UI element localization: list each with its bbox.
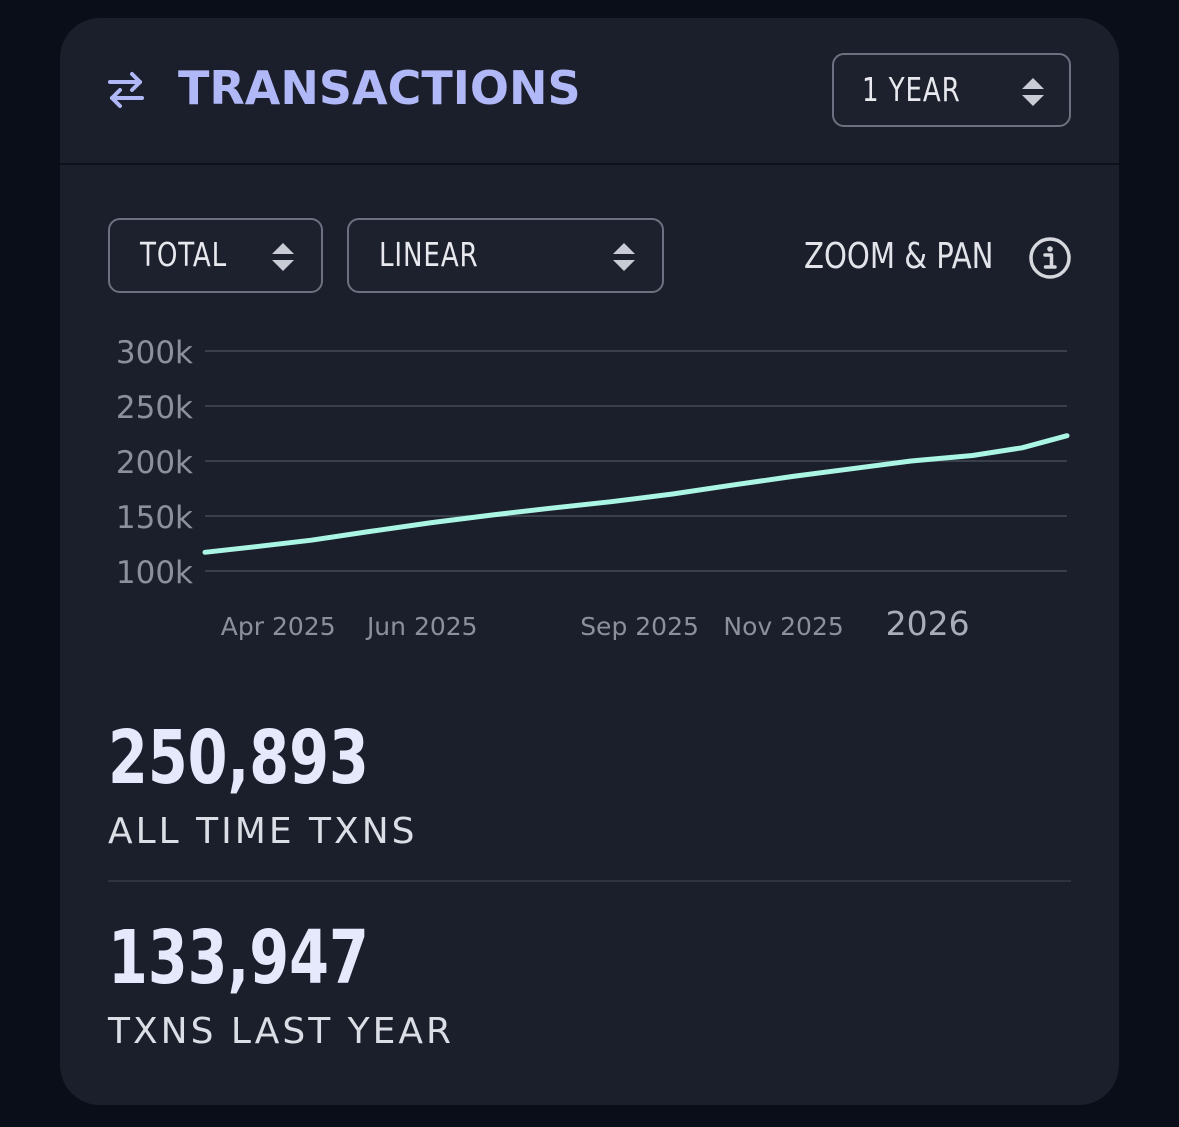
range-select-value: 1 YEAR xyxy=(862,70,961,109)
x-tick-label: Jun 2025 xyxy=(365,612,478,641)
sort-updown-icon xyxy=(1022,78,1044,106)
y-tick-label: 300k xyxy=(116,335,193,371)
y-tick-label: 250k xyxy=(116,390,193,426)
sort-updown-icon xyxy=(272,243,294,271)
y-tick-label: 100k xyxy=(116,555,193,591)
last-year-txns-label: TXNS LAST YEAR xyxy=(108,1011,455,1052)
swap-arrows-icon xyxy=(108,72,144,108)
x-tick-label: Apr 2025 xyxy=(221,612,336,641)
last-year-txns-value: 133,947 xyxy=(108,915,369,1001)
scale-select-value: LINEAR xyxy=(379,235,479,274)
range-select[interactable]: 1 YEAR xyxy=(832,53,1071,127)
x-tick-label: 2026 xyxy=(886,604,970,643)
sort-updown-icon xyxy=(613,243,635,271)
scale-select[interactable]: LINEAR xyxy=(347,218,664,293)
info-icon[interactable] xyxy=(1028,236,1072,280)
stats-divider xyxy=(108,880,1071,882)
x-tick-label: Nov 2025 xyxy=(723,612,843,641)
x-tick-label: Sep 2025 xyxy=(580,612,699,641)
y-tick-label: 200k xyxy=(116,445,193,481)
card-header: TRANSACTIONS 1 YEAR xyxy=(60,18,1119,165)
mode-select-value: TOTAL xyxy=(140,235,228,274)
transactions-card: TRANSACTIONS 1 YEAR TOTAL LINEAR ZOOM & … xyxy=(60,18,1119,1105)
transactions-line-chart[interactable]: 300k 250k 200k 150k 100k Apr 2025 Jun 2025 Sep … xyxy=(60,328,1119,668)
series-line xyxy=(202,433,1070,555)
y-tick-label: 150k xyxy=(116,500,193,536)
zoom-pan-label: ZOOM & PAN xyxy=(804,236,994,277)
all-time-txns-value: 250,893 xyxy=(108,715,369,801)
all-time-txns-label: ALL TIME TXNS xyxy=(108,811,418,852)
mode-select[interactable]: TOTAL xyxy=(108,218,323,293)
card-title: TRANSACTIONS xyxy=(178,61,581,115)
